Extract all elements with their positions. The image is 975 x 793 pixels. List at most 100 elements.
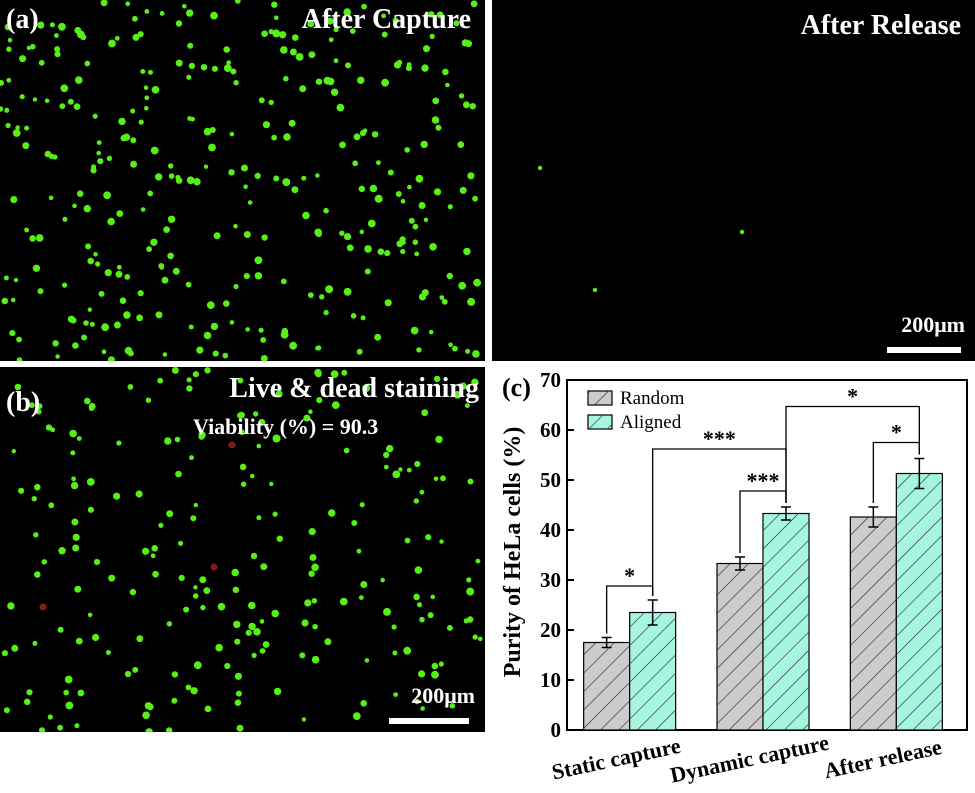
live-cell-dot: [406, 467, 412, 473]
live-cell-dot: [358, 595, 364, 600]
live-cell-dot: [231, 568, 239, 577]
live-cell-dot: [150, 238, 158, 246]
live-cell-dot: [87, 612, 93, 618]
live-cell-dot: [116, 440, 122, 446]
live-cell-dot: [247, 200, 253, 205]
release-cells: [537, 165, 745, 293]
live-cell-dot: [423, 45, 430, 53]
live-cell-dot: [5, 122, 11, 129]
live-cell-dot: [254, 172, 261, 179]
live-cell-dot: [271, 609, 280, 618]
live-cell-dot: [18, 487, 25, 494]
live-cell-dot: [343, 233, 352, 241]
live-cell-dot: [315, 78, 323, 85]
live-cell-dot: [115, 270, 123, 278]
live-cell-dot: [145, 728, 153, 732]
live-cell-dot: [127, 384, 134, 390]
live-cell-dot: [258, 327, 264, 333]
live-cell-dot: [213, 232, 221, 240]
live-cell-dot: [429, 33, 435, 40]
live-cell-dot: [229, 131, 235, 137]
live-cell-dot: [91, 164, 97, 170]
live-cell-dot: [414, 460, 421, 468]
live-cell-dot: [234, 699, 242, 706]
live-cell-dot: [467, 297, 476, 306]
live-cell-dot: [101, 349, 107, 355]
live-cell-dot: [407, 184, 412, 190]
live-cell-dot: [429, 243, 437, 251]
live-cell-dot: [289, 341, 297, 350]
live-cell-dot: [328, 509, 336, 517]
live-cell-dot: [75, 637, 83, 645]
live-cell-dot: [34, 483, 41, 491]
live-cell-dot: [192, 371, 199, 378]
live-cell-dot: [431, 662, 439, 670]
live-cell-dot: [439, 295, 445, 300]
live-cell-dot: [254, 256, 263, 265]
live-cell-dot: [260, 563, 268, 571]
live-cell-dot: [408, 217, 415, 224]
after-capture-title: After Capture: [301, 4, 471, 35]
live-cell-dot: [374, 194, 383, 203]
live-cell-dot: [166, 510, 174, 518]
stained-cells: [1, 367, 483, 732]
live-cell-dot: [114, 35, 120, 41]
live-cell-dot: [592, 287, 598, 293]
live-cell-dot: [107, 217, 115, 226]
live-cell-dot: [241, 164, 248, 172]
live-cell-dot: [0, 79, 4, 86]
live-cell-dot: [47, 714, 53, 720]
live-cell-dot: [234, 672, 242, 680]
live-cell-dot: [203, 331, 212, 340]
live-cell-dot: [138, 119, 144, 125]
live-cell-dot: [438, 661, 444, 667]
live-cell-dot: [116, 264, 122, 270]
live-cell-dot: [381, 78, 389, 87]
live-cell-dot: [278, 31, 287, 39]
live-cell-dot: [10, 196, 18, 204]
live-cell-dot: [136, 314, 144, 322]
live-cell-dot: [187, 116, 193, 121]
live-cell-dot: [325, 285, 334, 294]
live-cell-dot: [446, 624, 453, 631]
live-cell-dot: [359, 502, 365, 508]
live-cell-dot: [458, 281, 467, 290]
live-cell-dot: [151, 545, 158, 552]
live-cell-dot: [168, 163, 174, 169]
live-cell-dot: [125, 1, 131, 7]
live-cell-dot: [166, 727, 173, 732]
significance-label: ***: [703, 426, 736, 451]
live-cell-dot: [196, 346, 204, 354]
live-cell-dot: [76, 190, 84, 197]
live-cell-dot: [237, 377, 244, 384]
live-cell-dot: [250, 473, 255, 479]
live-cell-dot: [417, 602, 422, 608]
live-cell-dot: [35, 234, 44, 242]
live-cell-dot: [353, 133, 361, 141]
live-cell-dot: [87, 506, 94, 513]
live-cell-dot: [301, 175, 307, 181]
live-cell-dot: [308, 409, 313, 414]
live-cell-dot: [449, 703, 456, 709]
live-cell-dot: [190, 515, 197, 522]
live-cell-dot: [395, 191, 402, 197]
live-cell-dot: [186, 9, 194, 17]
live-cell-dot: [386, 444, 394, 453]
live-cell-dot: [383, 451, 390, 459]
live-cell-dot: [415, 174, 424, 183]
live-cell-dot: [280, 46, 288, 54]
live-cell-dot: [260, 355, 268, 361]
live-cell-dot: [459, 382, 467, 390]
scale-bar-a: [887, 347, 961, 353]
live-cell-dot: [413, 593, 420, 601]
live-cell-dot: [69, 429, 77, 438]
live-cell-dot: [461, 39, 469, 47]
live-cell-dot: [351, 520, 358, 526]
live-cell-dot: [367, 219, 376, 228]
live-cell-dot: [101, 323, 109, 332]
purity-bar-chart: (c) Purity of HeLa cells (%) 0 10 20 30 40 50…: [500, 368, 968, 788]
live-cell-dot: [331, 401, 340, 409]
live-cell-dot: [299, 85, 307, 93]
live-cell-dot: [80, 34, 87, 41]
live-cell-dot: [299, 652, 306, 659]
